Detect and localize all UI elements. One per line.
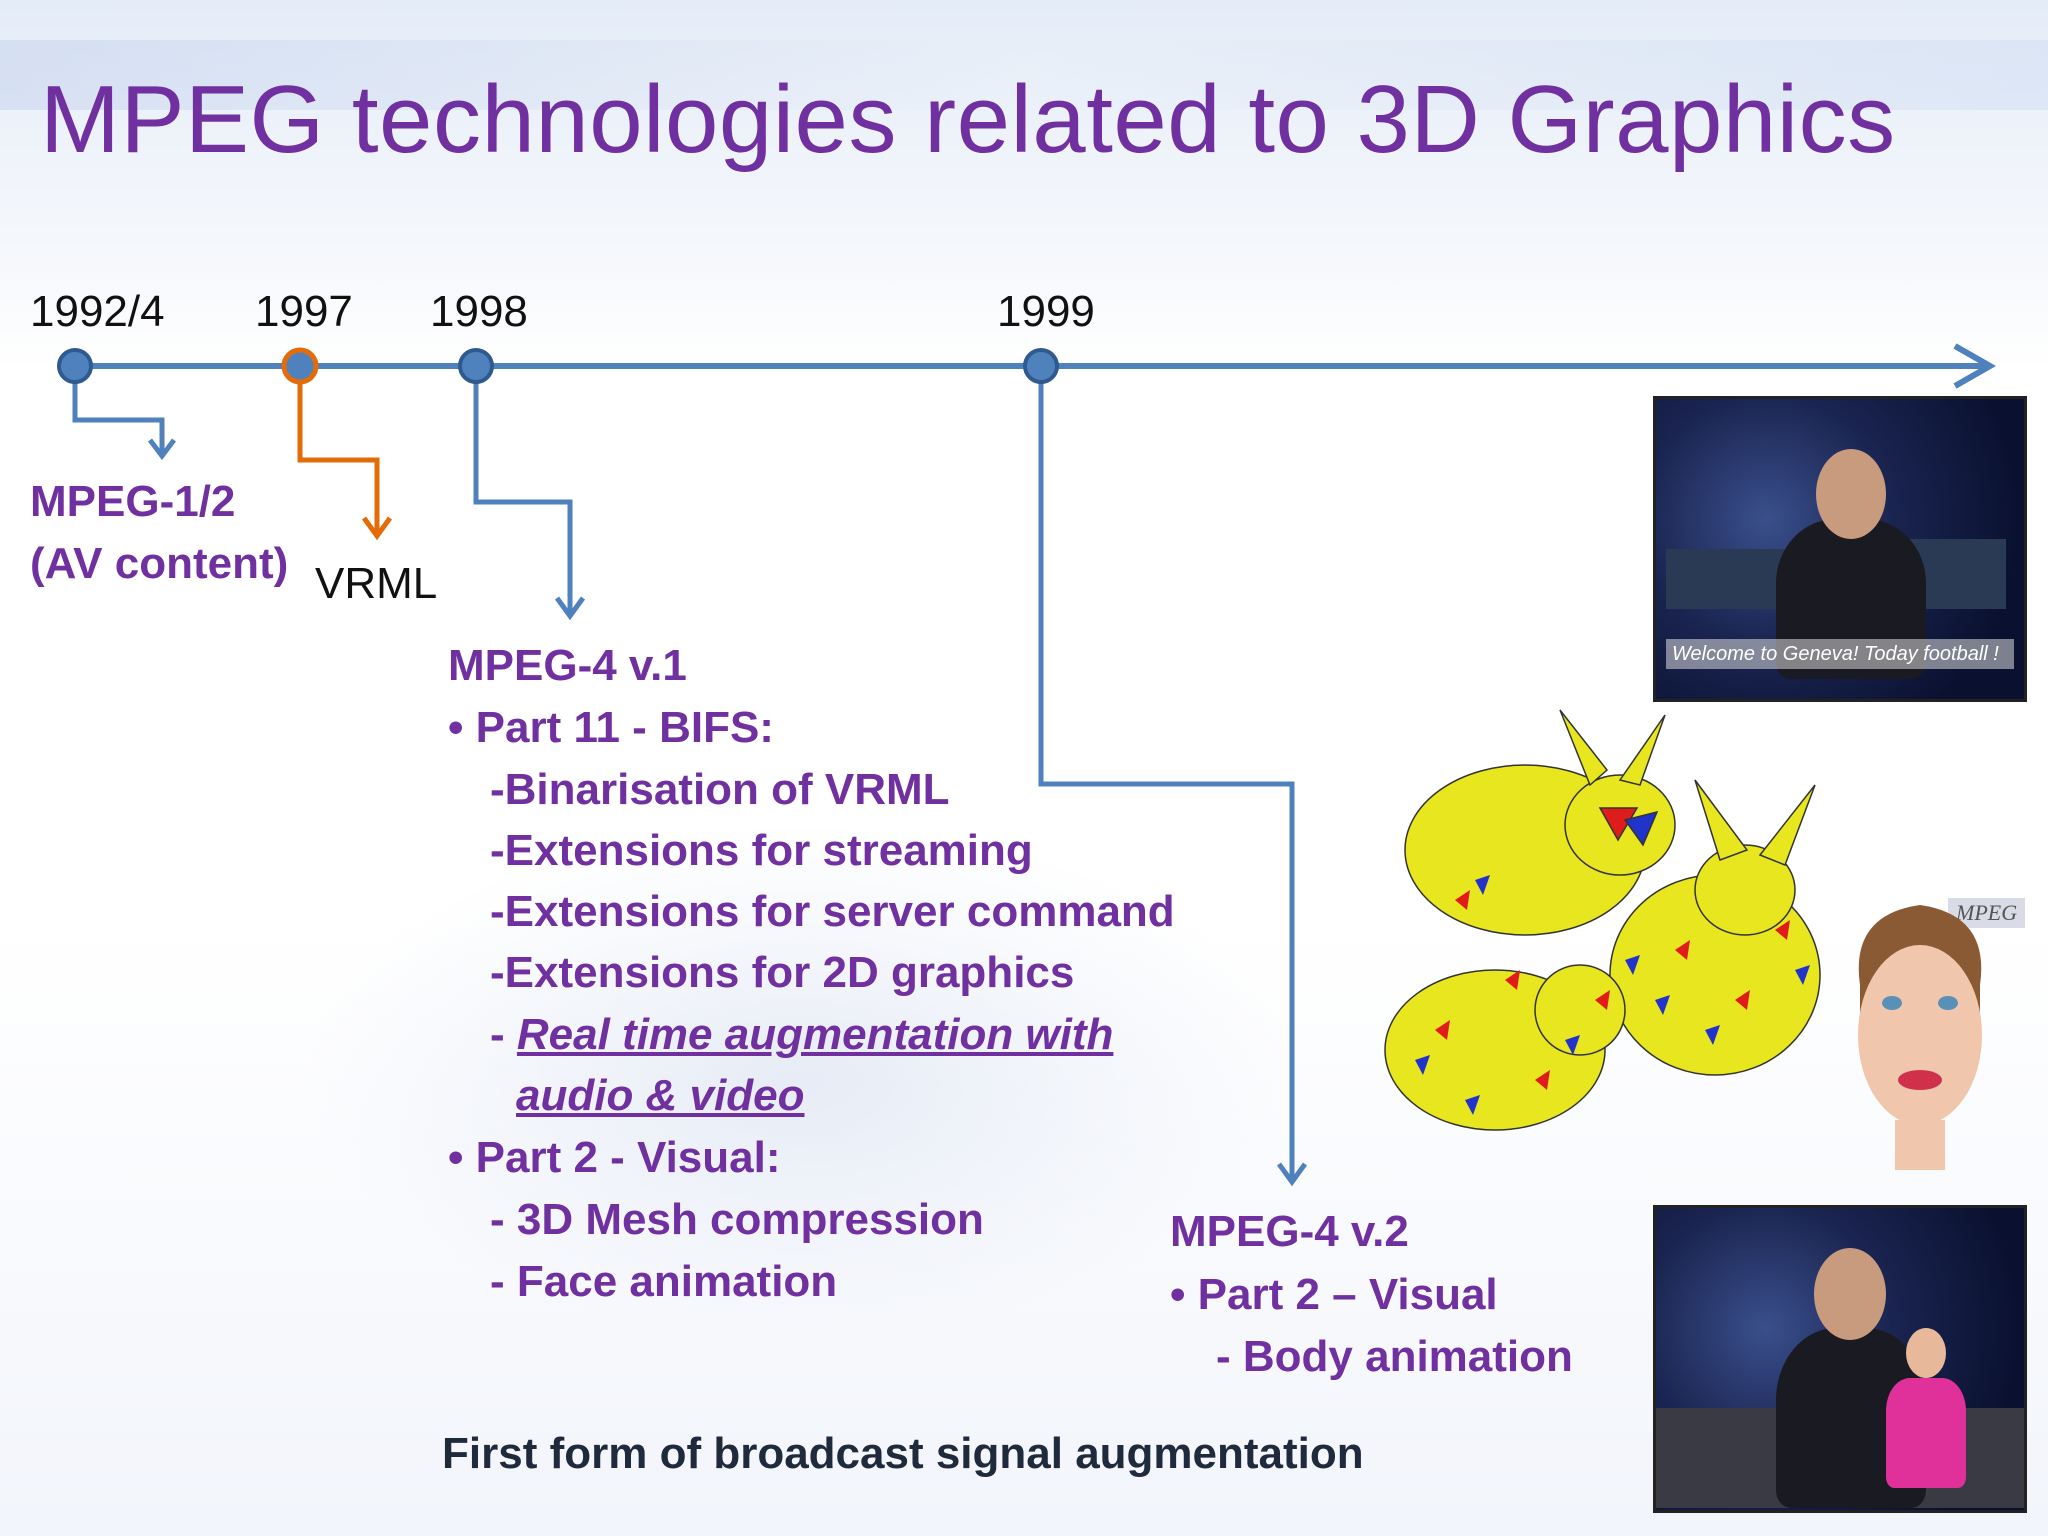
augmentation-text-line1: Real time augmentation with — [516, 1010, 1114, 1059]
visual-item: - 3D Mesh compression — [490, 1195, 984, 1244]
bifs-item: -Extensions for server command — [490, 887, 1175, 936]
augmentation-text-line2: audio & video — [516, 1071, 805, 1120]
node-1992 — [57, 348, 93, 384]
bunny-ear — [1618, 714, 1666, 786]
bunny-mesh-illustration — [1384, 709, 1821, 1131]
bunny-head — [1534, 964, 1626, 1056]
connector-1999 — [1038, 366, 1295, 1178]
avatar-eye — [1882, 996, 1902, 1010]
newscast-image-top: Welcome to Geneva! Today football ! — [1653, 396, 2027, 702]
header-band — [0, 40, 2048, 110]
connector-1998 — [473, 366, 573, 612]
year-1998: 1998 — [430, 287, 528, 336]
connector-1992 — [72, 366, 165, 452]
mpeg12-label: MPEG-1/2 — [30, 477, 236, 526]
slide-title: MPEG technologies related to 3D Graphics — [40, 66, 1896, 173]
mpeg4v2-item: - Body animation — [1216, 1332, 1573, 1381]
node-1997 — [281, 347, 319, 385]
bunny-head — [1694, 844, 1796, 936]
bunny-ear — [1559, 709, 1609, 787]
bifs-item: -Extensions for streaming — [490, 826, 1033, 875]
connector-1997 — [297, 366, 380, 532]
bifs-item: -Extensions for 2D graphics — [490, 948, 1075, 997]
visual-item: - Face animation — [490, 1257, 838, 1306]
node-1998 — [458, 348, 494, 384]
sign-avatar-body — [1886, 1378, 1966, 1488]
newscast-caption: Welcome to Geneva! Today football ! — [1666, 639, 2014, 669]
avatar-neck — [1895, 1120, 1945, 1170]
avatar-eye — [1938, 996, 1958, 1010]
augmentation-dash: - — [490, 1010, 517, 1059]
anchor-face — [1814, 1248, 1886, 1340]
bifs-item: -Binarisation of VRML — [490, 765, 950, 814]
mpeg4v1-part2: • Part 2 - Visual: — [448, 1133, 781, 1182]
monitor-shape — [1666, 549, 1786, 609]
mpeg4v1-part11: • Part 11 - BIFS: — [448, 703, 774, 752]
newscast-image-bottom — [1653, 1205, 2027, 1513]
sign-avatar-face — [1906, 1328, 1946, 1378]
footer-note: First form of broadcast signal augmentat… — [442, 1429, 1364, 1478]
bunny-ear — [1758, 784, 1816, 866]
vrml-label: VRML — [315, 559, 438, 608]
bunny-ear — [1694, 779, 1749, 861]
avatar-face — [1858, 945, 1982, 1125]
augmentation-item: - Real time augmentation with — [490, 1013, 1113, 1057]
mpeg4v1-heading: MPEG-4 v.1 — [448, 641, 687, 690]
anchor-face — [1816, 449, 1886, 539]
mpeg4v2-heading: MPEG-4 v.2 — [1170, 1207, 1409, 1256]
node-1999 — [1023, 348, 1059, 384]
year-1997: 1997 — [255, 287, 353, 336]
year-1992: 1992/4 — [30, 287, 165, 336]
mesh-facet — [1623, 810, 1659, 847]
mpeg4v2-part2: • Part 2 – Visual — [1170, 1270, 1498, 1319]
mpeg12-sublabel: (AV content) — [30, 539, 289, 588]
avatar-mouth — [1898, 1070, 1942, 1090]
background-watermark — [300, 820, 1300, 1340]
year-1999: 1999 — [997, 287, 1095, 336]
face-animation-avatar — [1858, 905, 1982, 1170]
